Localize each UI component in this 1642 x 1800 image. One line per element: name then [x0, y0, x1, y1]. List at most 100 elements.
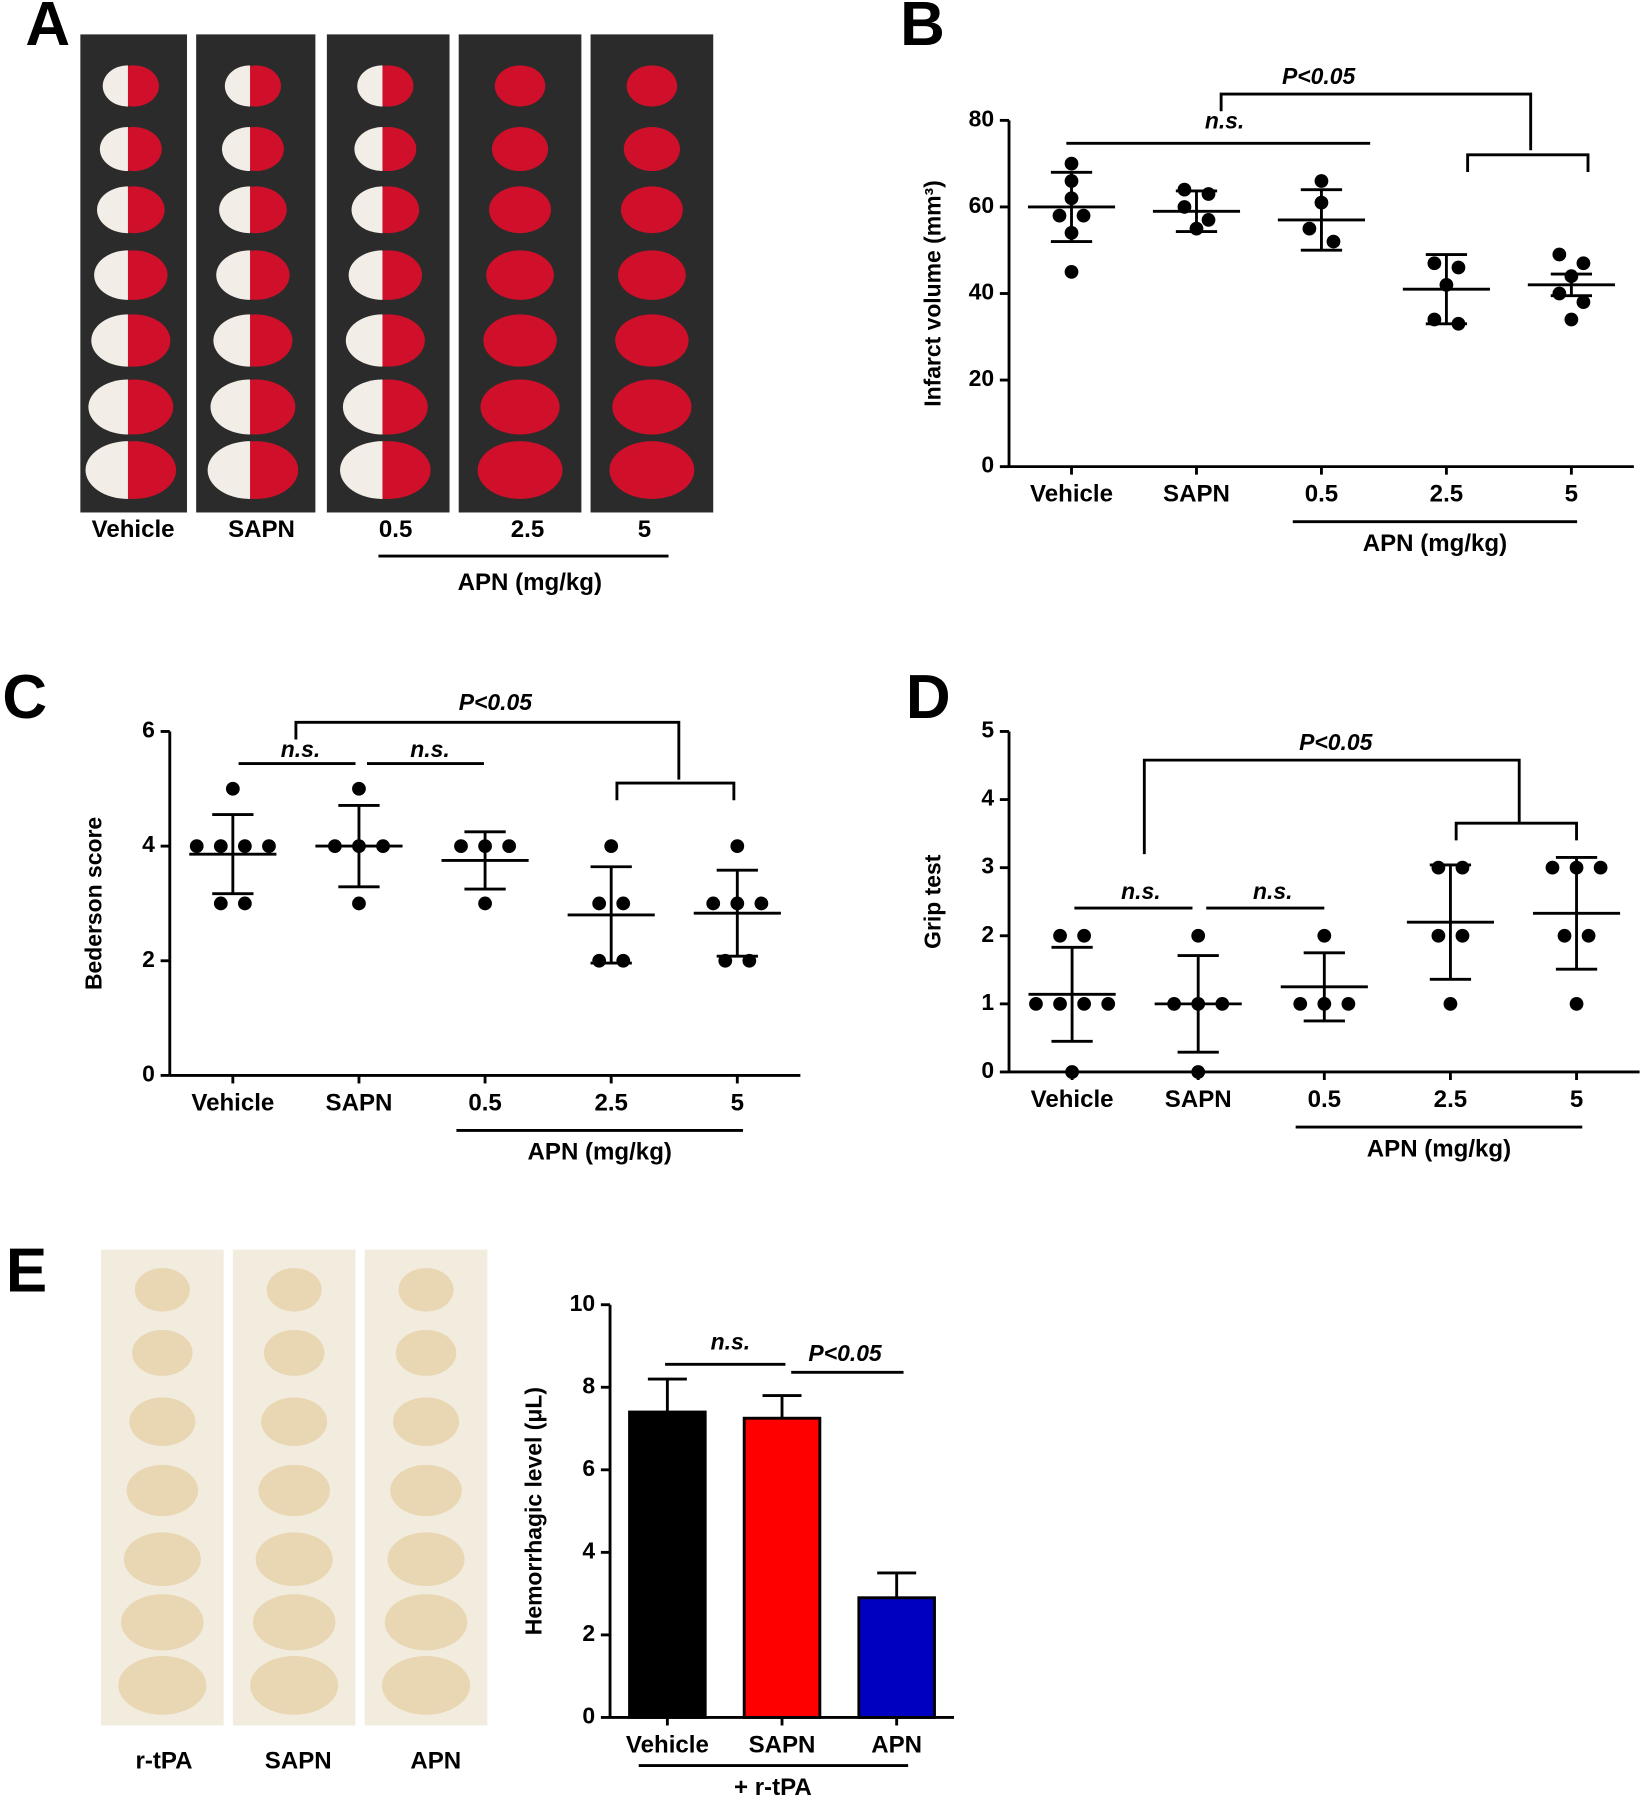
- brain-slice: [618, 250, 686, 300]
- brain-slice: [118, 1656, 207, 1715]
- data-point: [1455, 860, 1470, 875]
- data-point: [1443, 996, 1458, 1011]
- brain-slice: [477, 441, 563, 499]
- data-point: [1593, 860, 1608, 875]
- brain-slice: [132, 1329, 193, 1376]
- data-point: [1077, 996, 1091, 1011]
- x-tick-label: 5: [1565, 481, 1578, 508]
- data-point: [592, 896, 607, 911]
- infarct-area: [351, 186, 383, 234]
- data-point: [1581, 928, 1596, 943]
- infarct-area: [88, 379, 128, 435]
- data-point: [730, 839, 745, 853]
- x-tick-label: 0.5: [1308, 1086, 1341, 1113]
- y-axis-label: Infarct volume (mm³): [920, 180, 946, 407]
- data-point: [1201, 187, 1216, 201]
- x-tick-label: 0.5: [468, 1089, 501, 1116]
- data-point: [1557, 928, 1572, 943]
- group-label: APN (mg/kg): [1363, 530, 1507, 557]
- infarct-area: [94, 250, 128, 300]
- infarct-area: [348, 250, 383, 300]
- brain-slice: [623, 127, 680, 172]
- panel-letter: A: [25, 0, 70, 59]
- y-tick-label: 5: [981, 717, 994, 743]
- brain-slice: [266, 1268, 322, 1312]
- infarct-area: [207, 441, 251, 499]
- brain-slice: [384, 1594, 468, 1651]
- bracket: [1066, 92, 1590, 172]
- brain-slice: [390, 1464, 462, 1517]
- brain-slice: [134, 1268, 190, 1312]
- brain-slice: [121, 1594, 204, 1651]
- photo-label: Vehicle: [92, 516, 175, 543]
- y-axis-label: Grip test: [920, 854, 946, 949]
- data-point: [1569, 996, 1584, 1011]
- photo-label: 5: [638, 516, 651, 543]
- y-tick-label: 2: [981, 921, 994, 947]
- data-point: [1052, 208, 1067, 223]
- y-tick-label: 3: [981, 853, 994, 879]
- data-point: [1451, 260, 1466, 275]
- data-point: [1427, 256, 1442, 271]
- data-point: [1191, 928, 1206, 943]
- brain-slice: [615, 314, 689, 367]
- data-point: [1545, 860, 1560, 875]
- data-point: [225, 781, 240, 796]
- y-tick-label: 4: [582, 1537, 595, 1563]
- infarct-area: [85, 441, 128, 499]
- panel-letter: B: [900, 0, 945, 59]
- x-tick-label: SAPN: [1165, 1086, 1232, 1113]
- photo-label: 2.5: [511, 516, 544, 543]
- x-tick-label: 0.5: [1305, 481, 1338, 508]
- y-tick-label: 8: [582, 1372, 595, 1398]
- data-point: [352, 781, 366, 796]
- infarct-area: [345, 314, 383, 367]
- annotation: P<0.05: [459, 689, 532, 715]
- infarct-area: [342, 379, 383, 435]
- data-point: [1201, 213, 1216, 227]
- bracket: [665, 1362, 904, 1374]
- group-label: APN (mg/kg): [458, 569, 602, 596]
- x-tick-label: 5: [1570, 1086, 1583, 1113]
- infarct-area: [213, 314, 251, 367]
- annotation: P<0.05: [1299, 729, 1372, 755]
- panel-letter: D: [906, 663, 951, 732]
- x-tick-label: 2.5: [1430, 481, 1463, 508]
- data-point: [1431, 928, 1446, 943]
- brain-slice: [129, 1397, 196, 1446]
- y-axis-label: Hemorrhagic level (μL): [521, 1387, 547, 1635]
- y-tick-label: 4: [142, 831, 155, 857]
- data-point: [262, 839, 276, 853]
- y-tick-label: 0: [142, 1060, 155, 1086]
- data-point: [1326, 234, 1341, 249]
- brain-slice: [489, 186, 551, 234]
- infarct-area: [91, 314, 128, 367]
- x-tick-label: SAPN: [1163, 481, 1230, 508]
- data-point: [238, 896, 252, 911]
- data-point: [1564, 312, 1579, 327]
- y-tick-label: 10: [570, 1290, 595, 1316]
- x-tick-label: 2.5: [1434, 1086, 1467, 1113]
- annotation: n.s.: [711, 1329, 750, 1355]
- brain-slice: [258, 1464, 330, 1517]
- photo-label: SAPN: [265, 1748, 332, 1775]
- bar: [742, 1416, 822, 1719]
- data-point: [1576, 256, 1591, 271]
- data-point: [238, 839, 252, 853]
- annotation: n.s.: [1121, 878, 1160, 904]
- panel-letter: C: [2, 663, 47, 732]
- data-point: [1065, 1065, 1079, 1079]
- brain-slice: [123, 1532, 201, 1587]
- photo-label: r-tPA: [136, 1748, 193, 1775]
- brain-slice: [612, 379, 692, 435]
- x-tick-label: SAPN: [326, 1089, 393, 1116]
- data-point: [1029, 996, 1043, 1011]
- data-point: [1053, 996, 1067, 1011]
- infarct-area: [210, 379, 251, 435]
- y-tick-label: 0: [582, 1702, 595, 1728]
- brain-slice: [483, 314, 557, 367]
- annotation: n.s.: [410, 736, 449, 762]
- infarct-area: [216, 250, 251, 300]
- group-label: APN (mg/kg): [1367, 1135, 1511, 1162]
